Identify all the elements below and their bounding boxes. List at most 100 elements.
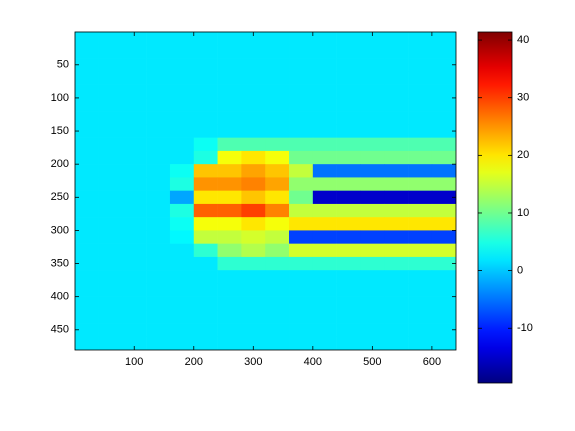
heatmap-cell [217,124,242,138]
heatmap-cell [241,84,266,99]
heatmap-cell [74,256,99,271]
heatmap-cell [169,44,195,59]
heatmap-cell [169,283,195,297]
heatmap-cell [431,243,457,258]
heatmap-cell [193,84,218,99]
heatmap-cell [289,190,314,205]
heatmap-cell [408,124,433,138]
heatmap-cell [146,97,171,112]
heatmap-cell [312,44,337,59]
heatmap-cell [241,270,266,284]
heatmap-cell [431,270,457,284]
heatmap-cell [360,203,385,218]
heatmap-cell [217,150,242,165]
heatmap-cell [289,124,314,138]
heatmap-cell [431,58,457,72]
heatmap-cell [217,283,242,297]
heatmap-cell [360,336,385,350]
heatmap-cell [98,124,123,138]
heatmap-cell [289,283,314,297]
heatmap-cell [169,97,195,112]
heatmap-cell [241,283,266,297]
heatmap-cell [408,283,433,297]
heatmap-cell [98,283,123,297]
heatmap-cell [265,256,290,271]
heatmap-cell [312,309,337,324]
heatmap-cell [169,217,195,231]
heatmap-cell [74,309,99,324]
heatmap-cell [384,217,409,231]
heatmap-cell [217,31,242,46]
colorbar-tick-label: 10 [517,207,529,219]
heatmap-cell [384,164,409,178]
heatmap-cell [360,296,385,311]
heatmap-cell [336,31,361,46]
heatmap-cell [169,203,195,218]
colorbar [477,31,513,384]
heatmap-cell [408,309,433,324]
heatmap-cell [384,283,409,297]
heatmap-cell [193,111,218,125]
heatmap-cell [146,309,171,324]
heatmap-cell [312,190,337,205]
heatmap-cell [336,190,361,205]
heatmap-cell [336,309,361,324]
heatmap-cell [217,270,242,284]
heatmap-cell [289,256,314,271]
heatmap-cell [431,256,457,271]
heatmap-cell [146,270,171,284]
heatmap-cell [193,336,218,350]
heatmap-cell [193,137,218,152]
heatmap-cell [122,164,147,178]
colorbar-tick-label: 20 [517,149,529,161]
heatmap-cell [217,97,242,112]
heatmap-cell [360,270,385,284]
y-tick-label: 200 [51,158,69,170]
heatmap-cell [74,44,99,59]
heatmap-cell [241,203,266,218]
heatmap-cell [98,270,123,284]
heatmap-cell [74,111,99,125]
heatmap-cell [289,243,314,258]
heatmap-cell [193,97,218,112]
heatmap-cell [74,31,99,46]
heatmap-cell [312,111,337,125]
x-tick-label: 500 [363,356,381,368]
heatmap-cell [169,243,195,258]
heatmap-cell [360,323,385,337]
heatmap [74,31,457,350]
heatmap-cell [74,217,99,231]
heatmap-cell [384,230,409,244]
heatmap-cell [384,296,409,311]
heatmap-cell [408,323,433,337]
heatmap-cell [217,84,242,99]
heatmap-cell [360,58,385,72]
heatmap-cell [265,177,290,191]
heatmap-cell [98,97,123,112]
heatmap-cell [217,230,242,244]
heatmap-cell [122,270,147,284]
heatmap-cell [360,217,385,231]
heatmap-cell [98,84,123,99]
heatmap-cell [98,44,123,59]
heatmap-cell [360,283,385,297]
heatmap-cell [289,150,314,165]
heatmap-cell [98,71,123,85]
heatmap-cell [289,164,314,178]
y-tick-label: 100 [51,92,69,104]
heatmap-cell [74,137,99,152]
heatmap-cell [265,84,290,99]
heatmap-cell [312,283,337,297]
heatmap-cell [74,58,99,72]
heatmap-cell [336,283,361,297]
heatmap-cell [241,58,266,72]
heatmap-cell [265,296,290,311]
heatmap-cell [217,217,242,231]
heatmap-cell [360,71,385,85]
heatmap-cell [289,309,314,324]
heatmap-cell [265,336,290,350]
heatmap-cell [408,243,433,258]
heatmap-cell [289,296,314,311]
heatmap-cell [122,58,147,72]
heatmap-cell [312,97,337,112]
